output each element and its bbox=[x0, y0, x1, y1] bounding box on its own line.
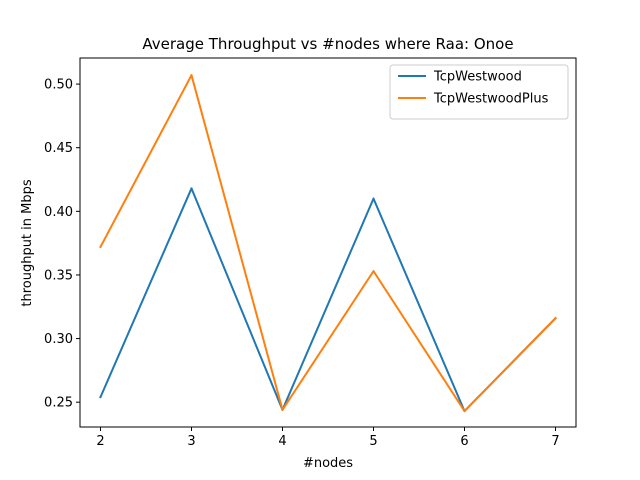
data-point-tcpwestwoodplus-5 bbox=[372, 270, 375, 273]
legend-box bbox=[389, 64, 569, 120]
axes-frame bbox=[79, 57, 577, 428]
data-point-tcpwestwoodplus-7 bbox=[554, 317, 557, 320]
data-point-tcpwestwoodplus-6 bbox=[463, 410, 466, 413]
chart-title: Average Throughput vs #nodes where Raa: … bbox=[142, 35, 513, 53]
x-tick-label: 3 bbox=[187, 434, 195, 449]
y-tick-label: 0.40 bbox=[44, 205, 73, 220]
legend-label-tcpwestwoodplus: TcpWestwoodPlus bbox=[433, 92, 549, 107]
x-axis-label: #nodes bbox=[303, 456, 353, 471]
data-point-tcpwestwoodplus-2 bbox=[99, 245, 102, 248]
x-tick-label: 7 bbox=[551, 434, 559, 449]
x-tick-label: 4 bbox=[278, 434, 286, 449]
y-tick-label: 0.45 bbox=[44, 141, 73, 156]
x-tick-label: 6 bbox=[460, 434, 468, 449]
y-tick-label: 0.25 bbox=[44, 396, 73, 411]
data-point-tcpwestwood-3 bbox=[190, 187, 193, 190]
data-point-tcpwestwoodplus-3 bbox=[190, 74, 193, 77]
plot-area bbox=[99, 74, 557, 413]
y-tick-label: 0.35 bbox=[44, 268, 73, 283]
legend: TcpWestwood TcpWestwoodPlus bbox=[389, 64, 569, 120]
y-tick-label: 0.30 bbox=[44, 332, 73, 347]
data-point-tcpwestwoodplus-4 bbox=[281, 408, 284, 411]
y-tick-label: 0.50 bbox=[44, 78, 73, 93]
data-point-tcpwestwood-2 bbox=[99, 396, 102, 399]
legend-label-tcpwestwood: TcpWestwood bbox=[433, 70, 522, 85]
x-tick-label: 2 bbox=[96, 434, 104, 449]
x-tick-label: 5 bbox=[369, 434, 377, 449]
y-axis-label: throughput in Mbps bbox=[20, 179, 35, 307]
axes: 2 3 4 5 6 7 0.25 0.30 0.35 0.40 0.45 0.50 bbox=[44, 57, 577, 449]
series-line-tcpwestwoodplus bbox=[99, 74, 557, 413]
data-point-tcpwestwood-5 bbox=[372, 197, 375, 200]
